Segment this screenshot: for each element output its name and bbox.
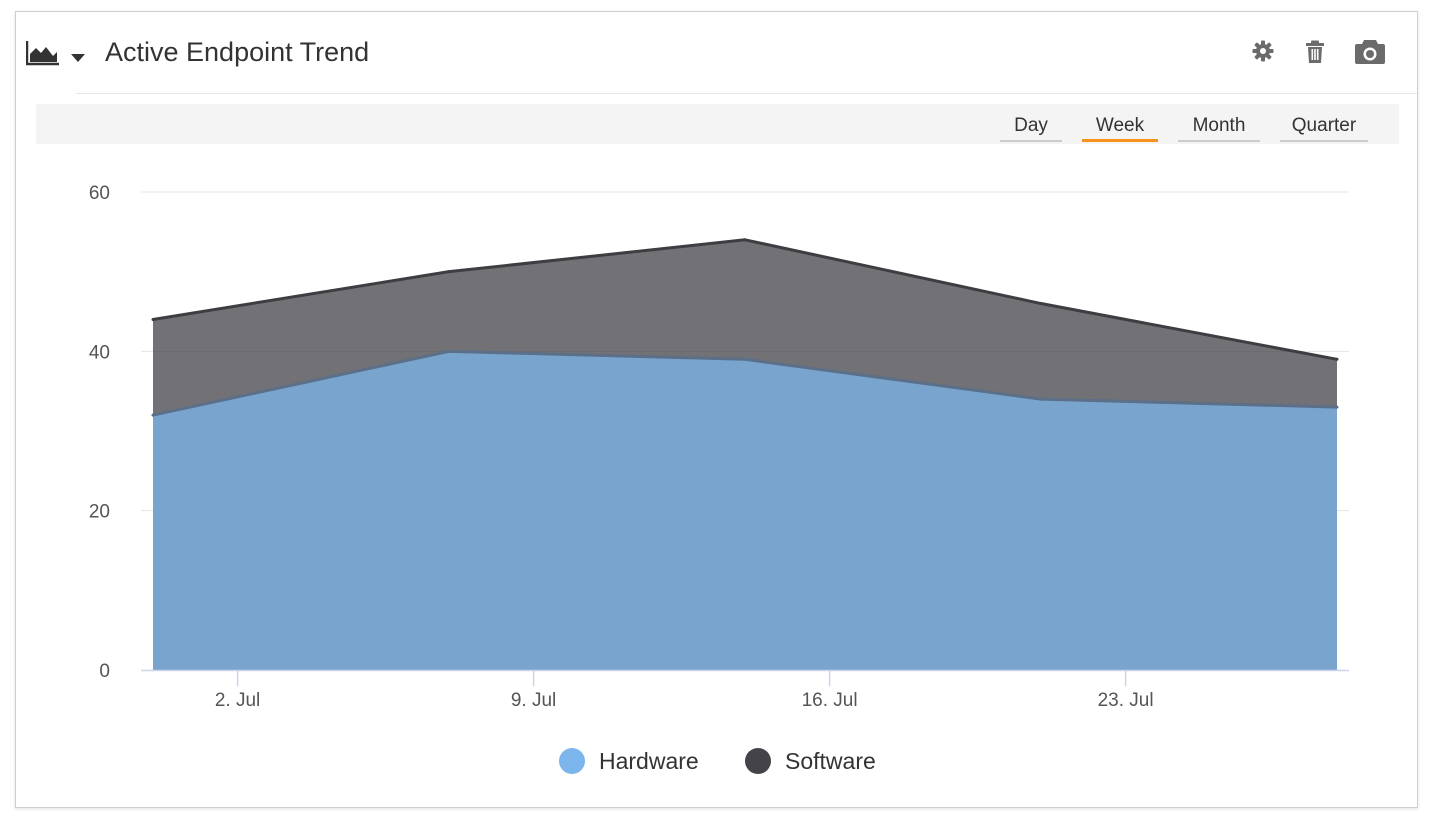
x-tick-label: 9. Jul (511, 690, 556, 711)
software-point (743, 238, 747, 242)
software-point (1039, 302, 1043, 306)
x-tick-label: 2. Jul (215, 690, 260, 711)
legend-marker (559, 748, 585, 774)
range-day-button[interactable]: Day (1000, 116, 1062, 142)
software-point (151, 317, 155, 321)
card-header: Active Endpoint Trend (16, 12, 1417, 94)
software-point (447, 270, 451, 274)
camera-icon[interactable] (1354, 38, 1386, 65)
header-divider (76, 93, 1417, 94)
area-chart-icon[interactable] (25, 40, 60, 66)
chart-card: Active Endpoint Trend (15, 11, 1418, 808)
legend-item-hardware[interactable]: Hardware (559, 748, 699, 774)
trash-icon[interactable] (1305, 40, 1325, 64)
legend-marker (745, 748, 771, 774)
hardware-point (1335, 405, 1339, 409)
hardware-area (153, 351, 1337, 670)
y-tick-label: 20 (89, 502, 110, 523)
y-tick-label: 0 (99, 661, 110, 682)
hardware-point (1039, 397, 1043, 401)
chart-title: Active Endpoint Trend (105, 37, 370, 67)
x-tick-label: 16. Jul (802, 690, 858, 711)
area-chart: 0 20 40 60 2. Jul 9. Jul 16. Jul 23. Jul Hardwar… (89, 183, 1349, 774)
range-quarter-button[interactable]: Quarter (1280, 116, 1368, 142)
hardware-point (743, 357, 747, 361)
hardware-point (151, 413, 155, 417)
hardware-point (447, 349, 451, 353)
range-selector: Day Week Month Quarter (36, 104, 1399, 144)
y-tick-label: 60 (89, 183, 110, 204)
legend-label: Hardware (599, 748, 699, 774)
x-tick-label: 23. Jul (1098, 690, 1154, 711)
software-point (1335, 357, 1339, 361)
range-week-button[interactable]: Week (1082, 116, 1158, 142)
range-month-button[interactable]: Month (1178, 116, 1260, 142)
legend-item-software[interactable]: Software (745, 748, 876, 774)
legend-label: Software (785, 748, 876, 774)
caret-down-icon[interactable] (70, 50, 86, 62)
gear-icon[interactable] (1252, 40, 1274, 62)
y-tick-label: 40 (89, 342, 110, 363)
